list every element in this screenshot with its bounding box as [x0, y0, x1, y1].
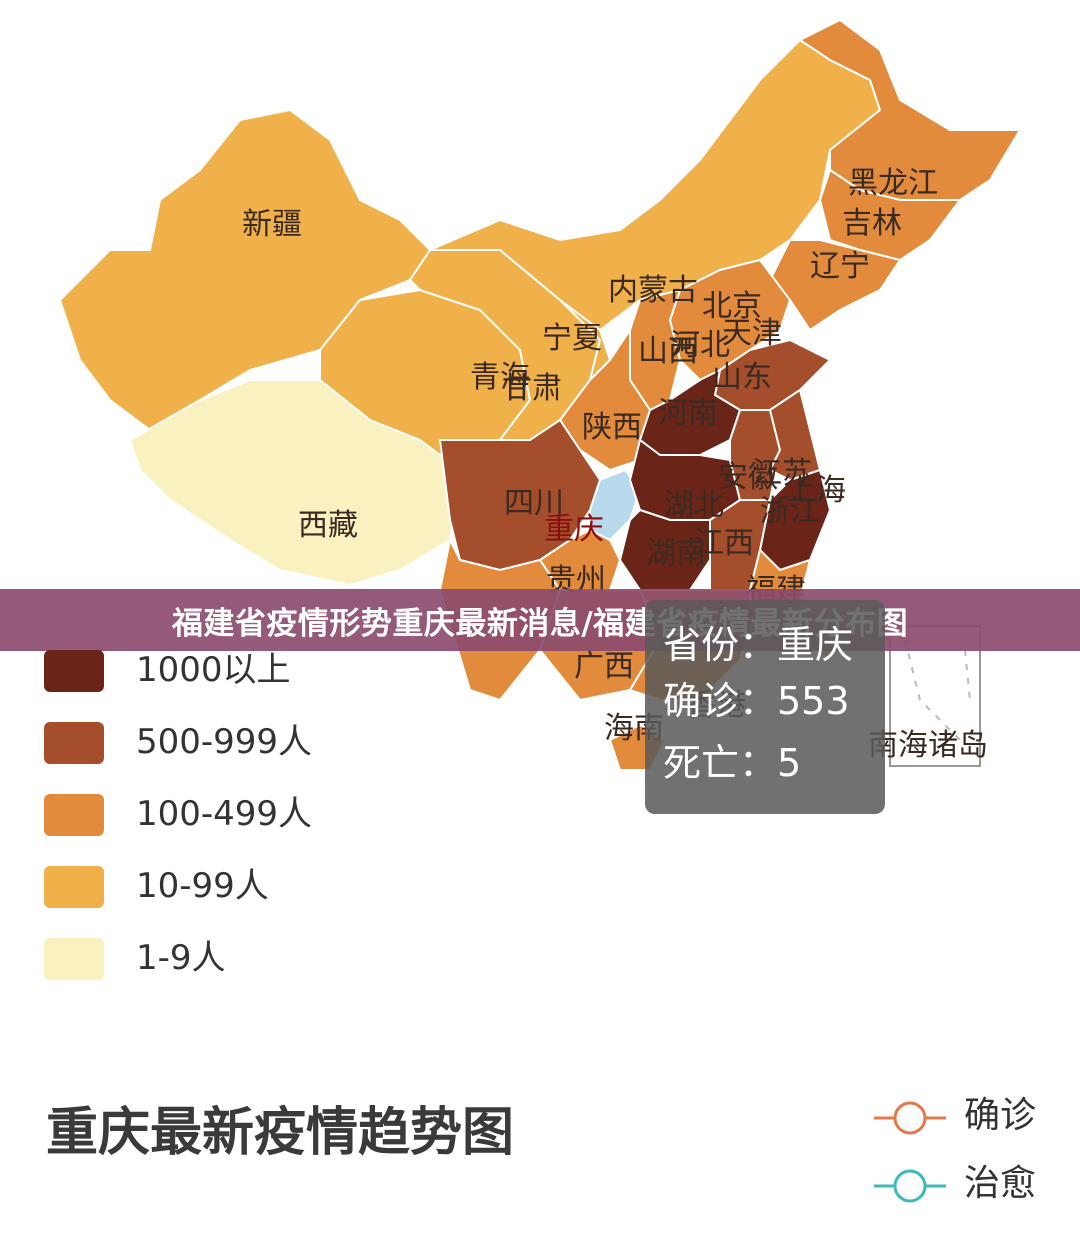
label-south-china-sea: 南海诸岛 [868, 728, 988, 763]
legend-swatch [44, 866, 104, 908]
label-inner-mongolia: 内蒙古 [608, 273, 698, 308]
legend-swatch [44, 794, 104, 836]
label-guangxi: 广西 [574, 649, 634, 684]
legend-swatch [44, 722, 104, 764]
legend-swatch [44, 938, 104, 980]
label-hunan: 湖南 [646, 536, 706, 571]
label-qinghai: 青海 [470, 360, 530, 395]
trend-title: 重庆最新疫情趋势图 [46, 1103, 515, 1163]
label-ningxia: 宁夏 [542, 321, 602, 356]
tooltip-deaths: 死亡：5 [663, 741, 802, 785]
legend-label: 100-499人 [136, 794, 313, 834]
title-banner: 福建省疫情形势重庆最新消息/福建省疫情最新分布图 [0, 589, 1080, 651]
label-hubei: 湖北 [664, 488, 724, 523]
label-henan: 河南 [658, 396, 718, 431]
label-jiangxi: 江西 [694, 526, 754, 561]
tooltip-confirmed: 确诊：553 [663, 679, 850, 723]
label-jilin: 吉林 [842, 206, 902, 241]
line-marker-icon [874, 1169, 946, 1203]
china-choropleth-map: 新疆 黑龙江 吉林 辽宁 内蒙古 北京 天津 宁夏 山西 河北 青海 甘肃 山东… [58, 18, 1022, 771]
label-shanxi: 山西 [638, 334, 698, 369]
province-anhui[interactable] [729, 409, 782, 501]
legend-label: 1-9人 [136, 938, 226, 978]
trend-legend-label: 治愈 [964, 1163, 1037, 1204]
legend-label: 1000以上 [136, 650, 291, 690]
label-liaoning: 辽宁 [810, 249, 870, 284]
label-beijing: 北京 [702, 289, 762, 324]
label-tibet: 西藏 [298, 508, 358, 543]
inset-dashes [904, 639, 971, 741]
province-jilin[interactable] [818, 168, 962, 262]
label-shaanxi: 陕西 [582, 410, 642, 445]
tooltip-province: 省份：重庆 [663, 623, 854, 667]
label-chongqing: 重庆 [544, 512, 604, 547]
legend-label: 10-99人 [136, 866, 269, 906]
label-xinjiang: 新疆 [242, 207, 302, 242]
label-anhui: 安徽 [718, 460, 778, 495]
legend-swatch [44, 650, 104, 692]
province-chongqing[interactable] [589, 468, 642, 542]
label-shandong: 山东 [712, 360, 772, 395]
line-marker-icon [874, 1101, 946, 1135]
legend-label: 500-999人 [136, 722, 313, 762]
trend-legend-label: 确诊 [964, 1095, 1037, 1136]
label-shanghai: 上海 [786, 473, 846, 508]
label-hebei: 河北 [670, 328, 730, 363]
label-jiangsu: 江苏 [752, 456, 812, 491]
label-sichuan: 四川 [504, 486, 564, 521]
label-tianjin: 天津 [722, 316, 782, 351]
label-zhejiang: 浙江 [760, 494, 820, 529]
province-sichuan[interactable] [438, 418, 602, 572]
label-heilongjiang: 黑龙江 [848, 166, 938, 201]
province-tooltip: 省份：重庆 确诊：553 死亡：5 [645, 600, 885, 814]
label-gansu: 甘肃 [502, 371, 562, 406]
